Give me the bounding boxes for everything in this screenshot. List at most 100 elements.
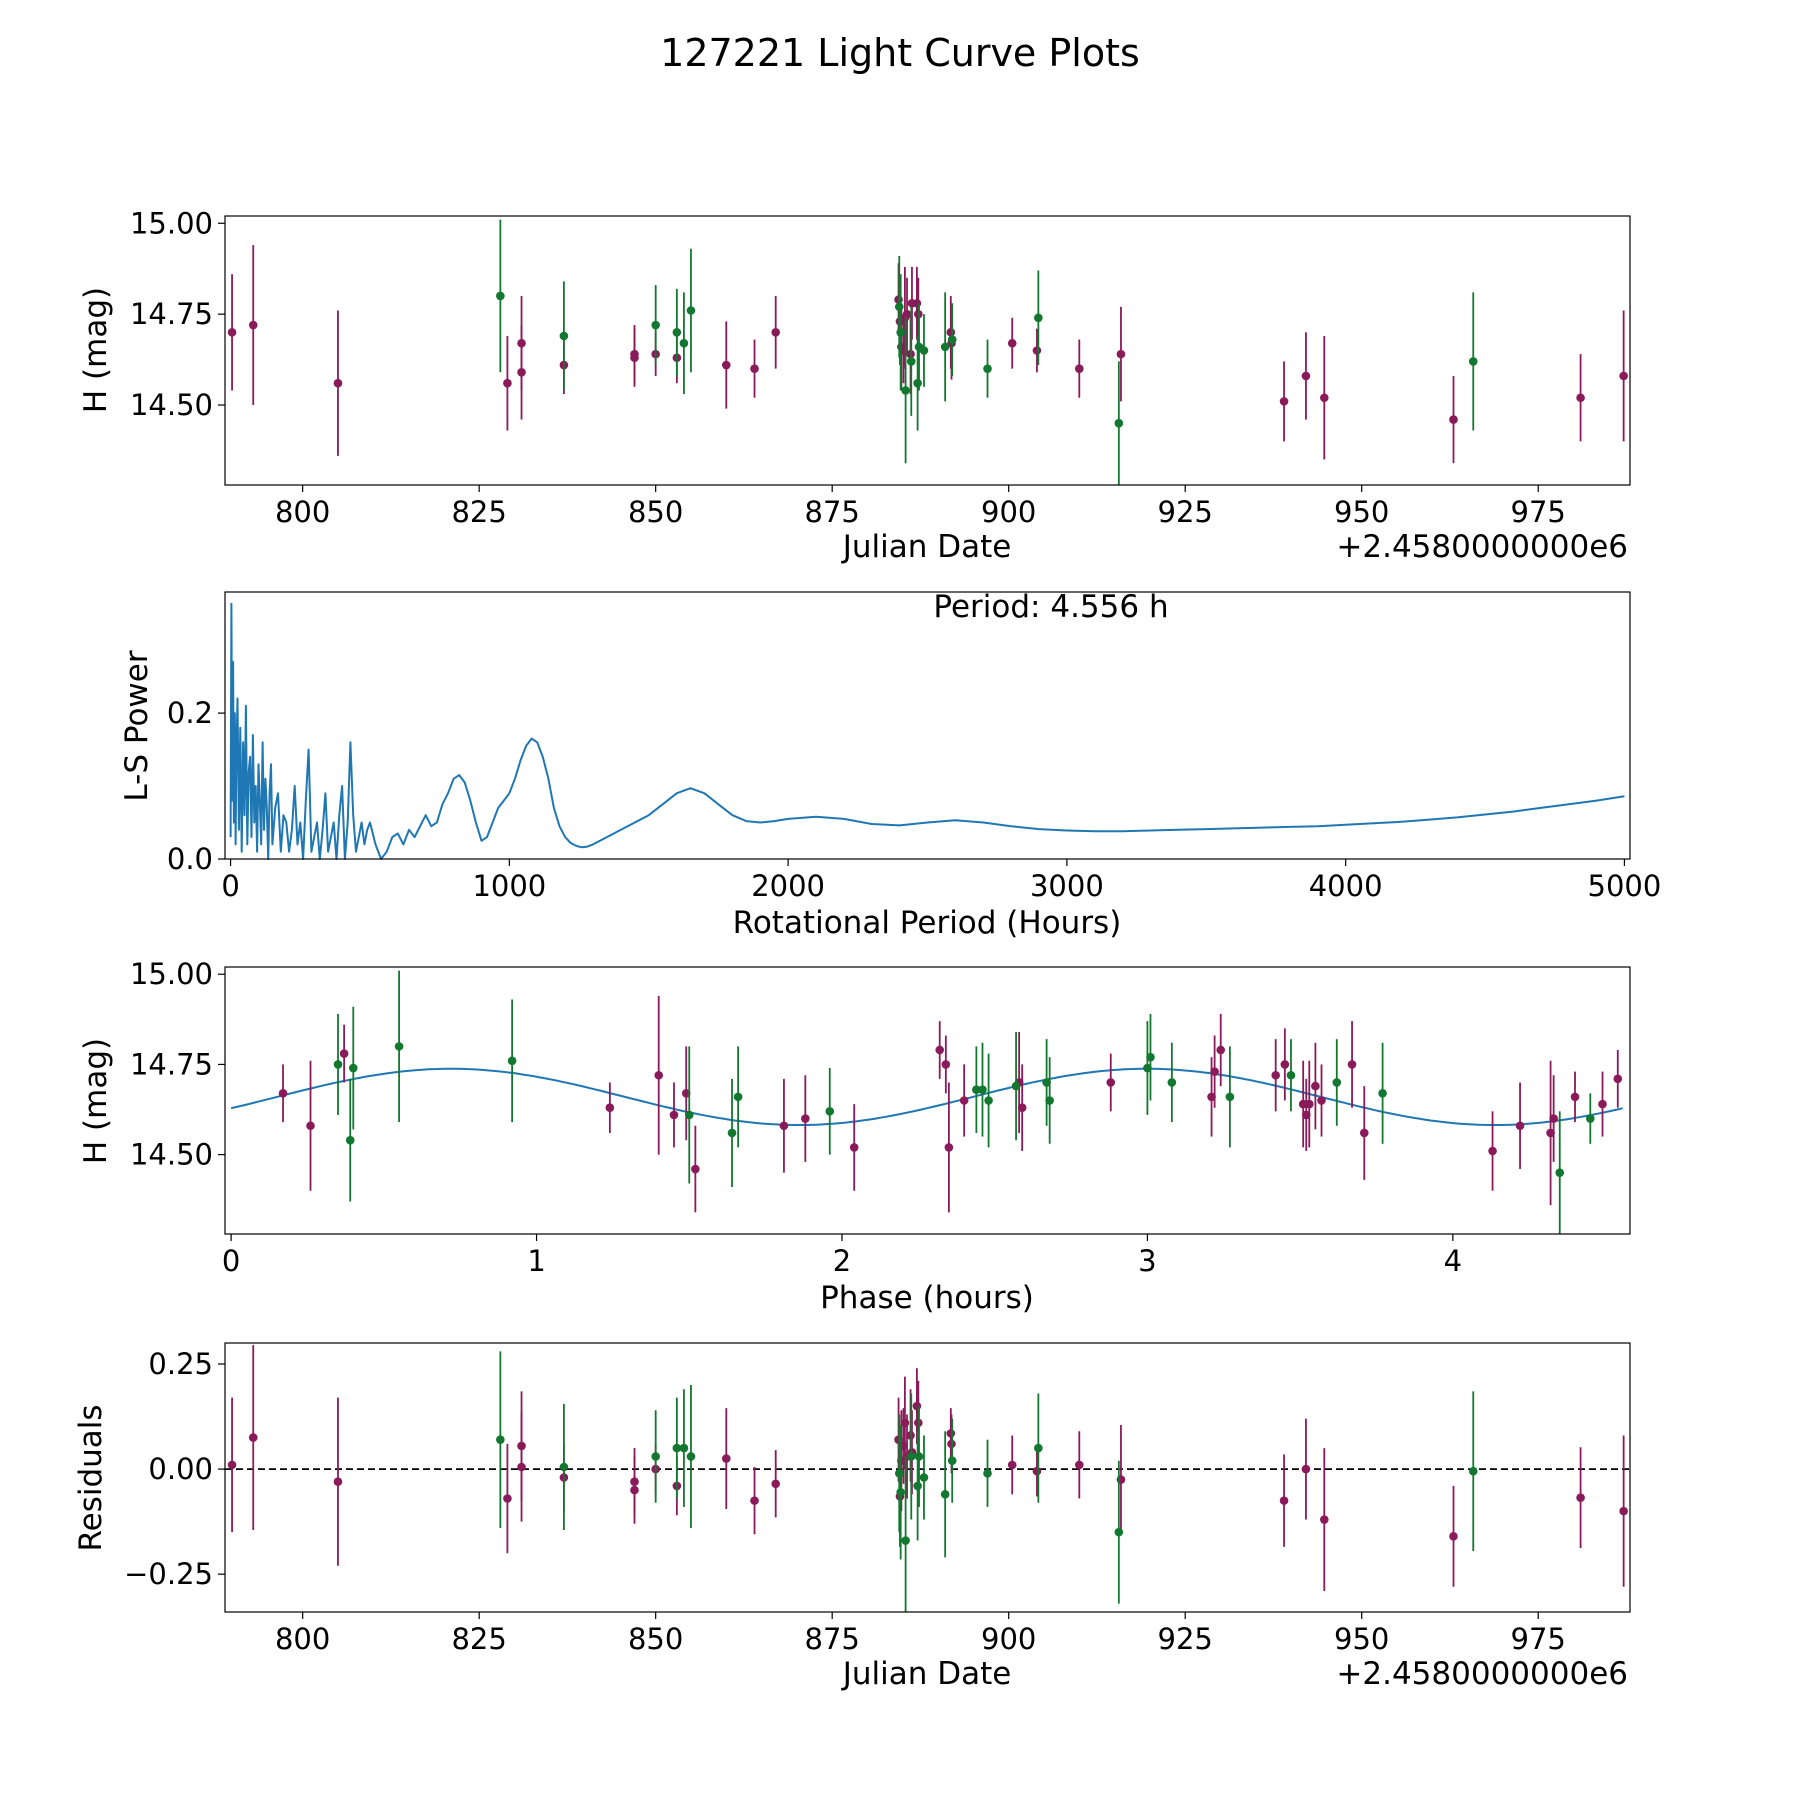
phased-ytick-label: 15.00: [130, 957, 213, 991]
residuals-offset-label: +2.4580000000e6: [1336, 1656, 1628, 1692]
residuals-point-red: [227, 1460, 237, 1470]
periodogram-xtick-label: 1000: [472, 869, 546, 903]
phased-point-green: [1225, 1092, 1235, 1102]
residuals-xtick-label: 950: [1334, 1622, 1389, 1656]
lightcurve-xtick-label: 875: [805, 495, 860, 529]
periodogram-ylabel: L-S Power: [119, 650, 155, 801]
phased-xtick-label: 2: [833, 1244, 851, 1278]
phased-point-red: [1359, 1128, 1369, 1138]
residuals-point-green: [983, 1468, 992, 1478]
residuals-point-green: [913, 1481, 922, 1491]
phased-point-red: [1488, 1146, 1497, 1156]
residuals-point-green: [559, 1462, 569, 1472]
lightcurve-point-green: [896, 328, 905, 337]
lightcurve-point-red: [902, 309, 912, 319]
phased-plot-area: [230, 970, 1623, 1234]
periodogram-frame: [224, 591, 1631, 860]
phased-point-green: [345, 1135, 355, 1145]
lightcurve-point-red: [333, 378, 343, 388]
phased-point-red: [1301, 1110, 1311, 1120]
periodogram-power-line: [229, 602, 1625, 860]
phased-point-red: [801, 1114, 810, 1123]
lightcurve-xtick-label: 800: [275, 495, 330, 529]
residuals-point-red: [1449, 1532, 1458, 1541]
residuals-point-red: [721, 1454, 731, 1463]
periodogram-xlabel: Rotational Period (Hours): [733, 905, 1122, 941]
residuals-point-red: [248, 1433, 258, 1442]
lightcurve-point-red: [1279, 397, 1289, 406]
phased-point-red: [669, 1110, 679, 1120]
residuals-xtick-label: 975: [1511, 1622, 1566, 1656]
residuals-point-green: [940, 1490, 950, 1499]
phased-point-green: [1042, 1078, 1051, 1087]
lightcurve-frame: [224, 215, 1631, 486]
lightcurve-point-red: [248, 320, 258, 330]
residuals-point-green: [896, 1487, 905, 1497]
phased-point-green: [1332, 1078, 1342, 1087]
phased-point-green: [825, 1107, 835, 1116]
panel-lightcurve: 800 825 850 875 900 925 950 97514.5014.7515.00 …: [78, 206, 1631, 565]
residuals-point-green: [679, 1443, 689, 1453]
phased-point-green: [1045, 1096, 1054, 1105]
lightcurve-point-green: [919, 346, 929, 355]
phased-point-green: [1143, 1063, 1152, 1073]
lightcurve-point-red: [1116, 349, 1126, 359]
lightcurve-point-red: [227, 328, 237, 337]
phased-point-red: [849, 1143, 859, 1152]
lightcurve-point-red: [721, 360, 731, 370]
lightcurve-offset-label: +2.4580000000e6: [1336, 529, 1628, 565]
residuals-point-red: [1576, 1493, 1585, 1502]
residuals-point-red: [333, 1477, 343, 1487]
lightcurve-point-green: [679, 338, 689, 348]
residuals-point-red: [1319, 1515, 1329, 1524]
lightcurve-point-green: [901, 386, 910, 395]
lightcurve-point-red: [1576, 393, 1585, 403]
residuals-plot-area: [225, 1345, 1630, 1612]
residuals-xtick-label: 875: [805, 1622, 860, 1656]
lightcurve-point-red: [1449, 415, 1458, 424]
residuals-point-green: [651, 1452, 660, 1461]
phased-point-green: [1146, 1052, 1155, 1062]
phased-point-red: [935, 1045, 945, 1055]
phased-point-red: [1317, 1096, 1326, 1105]
lightcurve-point-red: [630, 349, 639, 359]
phased-point-red: [691, 1164, 700, 1174]
residuals-ytick-label: −0.25: [124, 1557, 213, 1591]
residuals-point-red: [1032, 1466, 1042, 1476]
lightcurve-ytick-label: 14.50: [130, 388, 213, 422]
phased-point-red: [339, 1049, 349, 1058]
lightcurve-point-green: [1468, 357, 1478, 366]
lightcurve-point-red: [517, 368, 526, 377]
phased-point-red: [1347, 1060, 1357, 1069]
residuals-point-green: [686, 1452, 696, 1461]
lightcurve-xtick-label: 975: [1511, 495, 1566, 529]
residuals-point-red: [1007, 1460, 1017, 1470]
residuals-point-green: [906, 1452, 916, 1461]
residuals-point-red: [1074, 1460, 1084, 1470]
residuals-point-green: [894, 1468, 904, 1478]
phased-point-red: [1017, 1103, 1027, 1113]
residuals-point-red: [503, 1494, 512, 1503]
residuals-point-green: [496, 1435, 505, 1444]
residuals-point-green: [901, 1536, 910, 1545]
lightcurve-plot-area: [227, 219, 1628, 485]
lightcurve-point-green: [940, 342, 950, 352]
phased-xtick-label: 1: [527, 1244, 545, 1278]
phased-point-red: [944, 1143, 954, 1152]
phased-point-red: [654, 1070, 664, 1080]
residuals-ytick-label: 0.25: [148, 1347, 213, 1381]
residuals-point-green: [919, 1473, 929, 1482]
residuals-point-green: [1468, 1466, 1478, 1476]
lightcurve-point-green: [686, 306, 696, 315]
residuals-point-green: [1114, 1527, 1124, 1537]
residuals-xtick-label: 925: [1158, 1622, 1213, 1656]
phased-ylabel: H (mag): [78, 1038, 114, 1164]
lightcurve-point-red: [1007, 338, 1017, 348]
phased-point-red: [779, 1121, 789, 1131]
phased-frame: [224, 966, 1631, 1235]
phased-point-red: [1598, 1099, 1607, 1109]
periodogram-xtick-label: 3000: [1030, 869, 1104, 903]
phased-point-green: [1011, 1081, 1021, 1091]
phased-point-green: [984, 1096, 993, 1105]
phased-point-green: [1555, 1168, 1565, 1177]
